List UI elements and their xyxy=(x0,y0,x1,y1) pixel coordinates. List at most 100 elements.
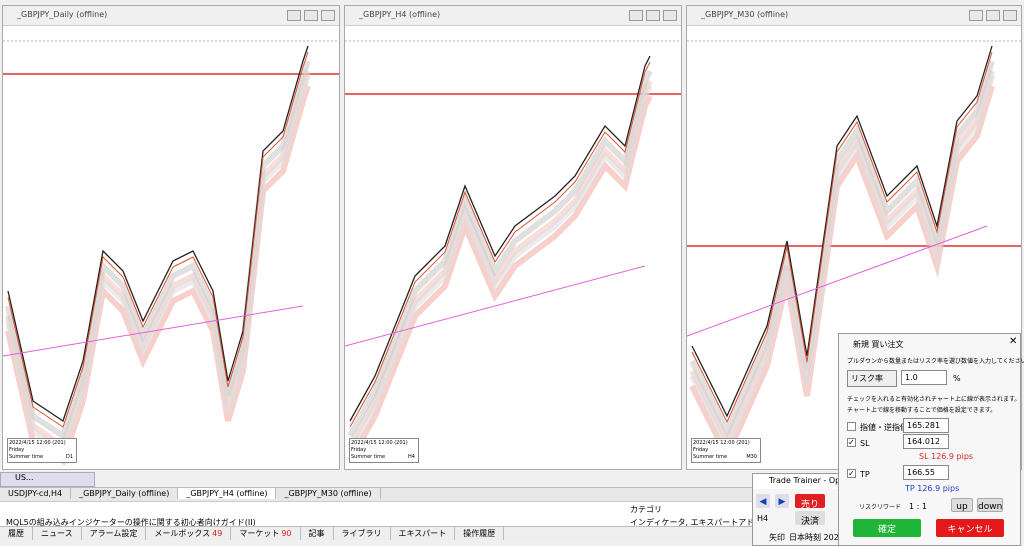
window-title: _GBPJPY_Daily (offline) xyxy=(17,10,108,19)
window-button[interactable] xyxy=(304,10,318,21)
tp-label: TP xyxy=(860,470,870,479)
window-button[interactable] xyxy=(287,10,301,21)
title-bar: _GBPJPY_Daily (offline) xyxy=(3,6,339,26)
bottom-tab[interactable]: マーケット 90 xyxy=(231,527,301,540)
window-button[interactable] xyxy=(986,10,1000,21)
info-line: 2022/4/15 12:00 (201) xyxy=(9,440,66,446)
order-dialog: 新規 買い注文 ✕ プルダウンから数量またはリスク率を選び数値を入力してください… xyxy=(838,333,1024,546)
moving-average xyxy=(347,94,653,463)
tab-label: 記事 xyxy=(308,529,325,538)
down[interactable]: down xyxy=(977,498,1003,512)
tt-tf[interactable]: H4 xyxy=(757,514,769,523)
bottom-tab[interactable]: ライブラリ xyxy=(334,527,391,540)
chart-plot xyxy=(687,40,1021,464)
chart-plot xyxy=(345,40,681,463)
window-button[interactable] xyxy=(969,10,983,21)
moving-average xyxy=(5,85,311,466)
price-ma xyxy=(691,51,993,424)
cancel[interactable]: キャンセル xyxy=(936,519,1004,537)
trade-trainer: Trade Trainer - Operat ◀ ▶ 売り H4 決済 矢印 日… xyxy=(752,473,847,546)
price xyxy=(349,55,651,422)
window-button[interactable] xyxy=(646,10,660,21)
unit: % xyxy=(953,374,961,383)
chart-tab[interactable]: _GBPJPY_Daily (offline) xyxy=(71,488,179,499)
window-button[interactable] xyxy=(663,10,677,21)
chart-tab[interactable]: _GBPJPY_M30 (offline) xyxy=(276,488,381,499)
bottom-tab[interactable]: アラーム設定 xyxy=(82,527,147,540)
up[interactable]: up xyxy=(951,498,973,512)
chart-tab[interactable]: USDJPY-cd,H4 xyxy=(0,488,72,499)
checkbox[interactable]: ✓ xyxy=(847,469,856,478)
mini-title: US... xyxy=(15,473,34,482)
chart-info: 2022/4/15 12:00 (201) Friday Summer time D1 xyxy=(7,438,77,463)
title-bar: _GBPJPY_H4 (offline) xyxy=(345,6,681,26)
window-buttons xyxy=(284,10,335,23)
dialog-title: 新規 買い注文 xyxy=(853,340,904,349)
tab-label: ライブラリ xyxy=(341,529,382,538)
col-header: カテゴリ xyxy=(630,505,662,514)
chart-plot xyxy=(3,40,339,466)
article[interactable]: MQL5の組み込みインジケーターの操作に関する初心者向けガイド(II) xyxy=(6,518,256,527)
tab-label: マーケット xyxy=(239,529,280,538)
bottom-tab[interactable]: 操作履歴 xyxy=(455,527,505,540)
moving-average xyxy=(347,84,653,453)
bottom-tab[interactable]: メールボックス 49 xyxy=(146,527,232,540)
prev[interactable]: ◀ xyxy=(756,494,770,508)
confirm[interactable]: 確定 xyxy=(853,519,921,537)
price-ma xyxy=(349,61,651,428)
arrow-opt[interactable]: 矢印 xyxy=(769,533,785,542)
close-x[interactable]: ✕ xyxy=(1009,336,1018,347)
moving-average xyxy=(347,69,653,438)
info-line: Friday xyxy=(9,447,25,453)
chart-window: _GBPJPY_H4 (offline) 2022/4/15 12:00 (201… xyxy=(344,5,682,470)
sl-input[interactable]: 164.012 xyxy=(903,434,949,449)
info-line: Summer time xyxy=(9,454,44,460)
window-button[interactable] xyxy=(321,10,335,21)
tab-label: メールボックス xyxy=(154,529,211,538)
tab-label: 履歴 xyxy=(8,529,24,538)
moving-average xyxy=(5,60,311,441)
window-button[interactable] xyxy=(629,10,643,21)
chart-tabs: USDJPY-cd,H4 _GBPJPY_Daily (offline) _GBPJ… xyxy=(0,487,760,501)
bottom-tabs: 履歴 ニュース アラーム設定 メールボックス 49 マーケット 90 記事 ライブラリ エキスパー… xyxy=(0,526,760,540)
chart-tab[interactable]: _GBPJPY_H4 (offline) xyxy=(178,488,277,499)
entry-label: 指値・逆指値 xyxy=(860,423,908,432)
window-buttons xyxy=(966,10,1017,23)
moving-average xyxy=(689,60,995,439)
bottom-tab[interactable]: ニュース xyxy=(33,527,82,540)
next[interactable]: ▶ xyxy=(775,494,789,508)
mini-window[interactable]: US... xyxy=(0,472,95,487)
tt-title: Trade Trainer - Operat xyxy=(753,474,839,489)
bottom-tab[interactable]: 記事 xyxy=(301,527,334,540)
close-pos[interactable]: 決済 xyxy=(795,511,825,527)
entry-input[interactable]: 165.281 xyxy=(903,418,949,433)
info-line: 2022/4/15 12:00 (201) xyxy=(693,440,750,446)
price xyxy=(7,45,309,423)
chart-window: _GBPJPY_Daily (offline) 2022/4/15 12:00 (… xyxy=(2,5,340,470)
checkbox[interactable]: ✓ xyxy=(847,438,856,447)
trend-ma xyxy=(687,225,988,337)
badge: 90 xyxy=(281,529,292,538)
sell[interactable]: 売り xyxy=(795,494,825,510)
checkbox[interactable] xyxy=(847,422,856,431)
rr-label: リスクリワード xyxy=(859,504,902,511)
bottom-tab[interactable]: エキスパート xyxy=(391,527,456,540)
trend-ma xyxy=(3,305,304,357)
timeframe: D1 xyxy=(65,454,73,460)
bottom-tab[interactable]: 履歴 xyxy=(0,527,33,540)
tp-input[interactable]: 166.55 xyxy=(903,465,949,480)
moving-average xyxy=(5,70,311,451)
timeframe: H4 xyxy=(408,454,415,460)
note: チャート上で線を移動することで価格を設定できます。 xyxy=(847,407,997,414)
tab-label: ニュース xyxy=(41,529,73,538)
timeframe: M30 xyxy=(746,454,757,460)
info-line: Friday xyxy=(351,447,367,453)
tp-pips: TP 126.9 pips xyxy=(905,484,960,493)
window-button[interactable] xyxy=(1003,10,1017,21)
note: チェックを入れると有効化されチャート上に線が表示されます。 xyxy=(847,396,1021,403)
tab-label: 操作履歴 xyxy=(463,529,496,538)
tt-time: 日本時刻 2022/ xyxy=(789,533,847,542)
mode-select[interactable]: リスク率 xyxy=(847,370,897,387)
risk-input[interactable]: 1.0 xyxy=(901,370,947,385)
